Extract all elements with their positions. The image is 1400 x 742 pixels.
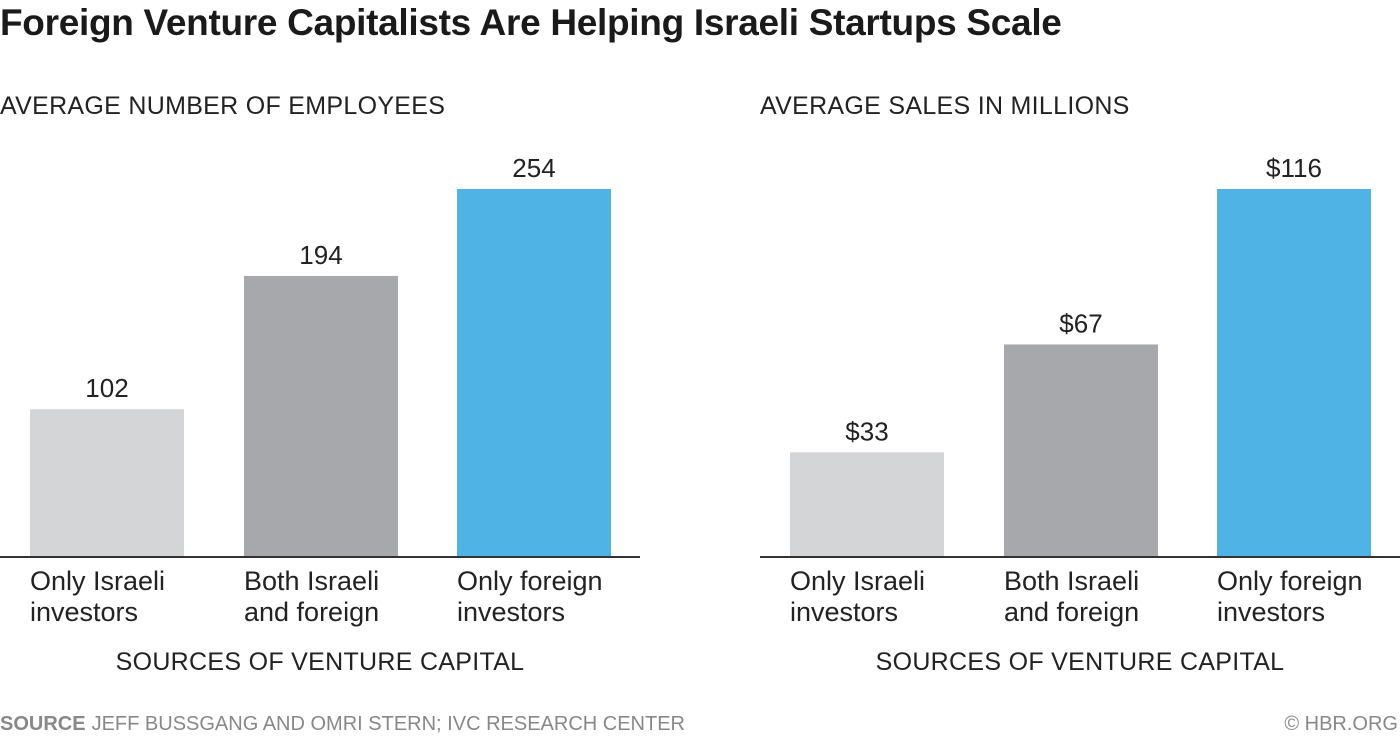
sales-x-axis-title: SOURCES OF VENTURE CAPITAL	[875, 648, 1285, 676]
employees-value-label-foreign: 254	[512, 153, 555, 183]
employees-category-label-foreign: Only foreign investors	[457, 566, 603, 627]
sales-value-label-israeli: $33	[845, 416, 888, 446]
sales-value-label-foreign: $116	[1266, 153, 1322, 183]
source-text: JEFF BUSSGANG AND OMRI STERN; IVC RESEAR…	[91, 713, 685, 735]
employees-category-label-israeli: Only Israeli investors	[30, 566, 166, 627]
employees-bar-chart: 102 194 254	[0, 153, 640, 558]
sales-bar-both	[1004, 344, 1158, 557]
sales-category-label-both: Both Israeli and foreign	[1004, 566, 1140, 627]
sales-value-label-both: $67	[1059, 308, 1102, 338]
employees-value-label-both: 194	[299, 240, 342, 270]
sales-panel-title: AVERAGE SALES IN MILLIONS	[760, 92, 1130, 120]
sales-bar-israeli	[790, 452, 944, 557]
employees-bar-foreign	[457, 189, 611, 557]
sales-bar-foreign	[1217, 189, 1371, 557]
employees-bar-both	[244, 275, 398, 557]
employees-panel-title: AVERAGE NUMBER OF EMPLOYEES	[0, 92, 446, 120]
employees-x-axis-title: SOURCES OF VENTURE CAPITAL	[115, 648, 525, 676]
chart-title: Foreign Venture Capitalists Are Helping …	[0, 2, 1062, 43]
source-note: SOURCE JEFF BUSSGANG AND OMRI STERN; IVC …	[0, 713, 685, 736]
sales-category-label-foreign: Only foreign investors	[1217, 566, 1363, 627]
employees-category-label-both: Both Israeli and foreign	[244, 566, 380, 627]
copyright-credit: © HBR.ORG	[1284, 713, 1398, 735]
employees-value-label-israeli: 102	[85, 373, 128, 403]
employees-bar-israeli	[30, 409, 184, 557]
sales-category-label-israeli: Only Israeli investors	[790, 566, 926, 627]
sales-bar-chart: $33 $67 $116	[760, 153, 1400, 558]
source-label: SOURCE	[0, 713, 86, 735]
